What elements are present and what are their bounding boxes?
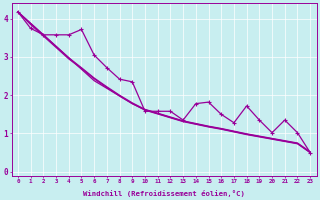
X-axis label: Windchill (Refroidissement éolien,°C): Windchill (Refroidissement éolien,°C) xyxy=(83,190,245,197)
